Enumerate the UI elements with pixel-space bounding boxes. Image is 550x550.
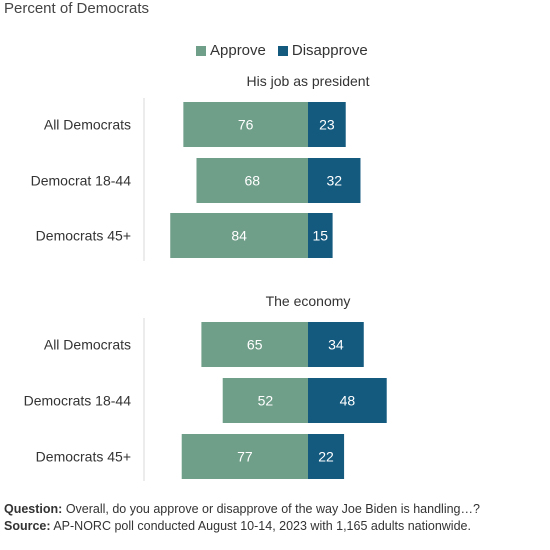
approve-bar <box>181 434 308 479</box>
panel-title: His job as president <box>247 73 370 89</box>
legend-swatch-approve <box>196 45 206 56</box>
source-label: Source: <box>4 519 51 533</box>
chart-footer: Question: Overall, do you approve or dis… <box>4 501 480 535</box>
category-label: All Democrats <box>44 117 131 133</box>
question-text: Overall, do you approve or disapprove of… <box>62 502 480 516</box>
approve-bar <box>196 158 308 203</box>
disapprove-value-label: 34 <box>328 337 344 353</box>
legend-item-disapprove: Disapprove <box>277 42 368 59</box>
approve-bar <box>170 213 308 258</box>
chart-subtitle: Percent of Democrats <box>4 0 150 17</box>
approve-bar <box>222 378 308 423</box>
category-label: Democrats 45+ <box>36 228 131 244</box>
disapprove-value-label: 22 <box>318 449 334 465</box>
category-label: Democrat 18-44 <box>31 173 132 189</box>
disapprove-bar <box>308 434 345 479</box>
diverging-bar-chart: His job as president All Democrats 76 23 Dem… <box>24 73 387 481</box>
disapprove-value-label: 15 <box>313 228 329 244</box>
approve-value-label: 77 <box>237 449 253 465</box>
disapprove-bar <box>308 322 364 367</box>
approve-value-label: 84 <box>231 228 247 244</box>
disapprove-bar <box>308 378 387 423</box>
legend-label-disapprove: Disapprove <box>291 42 368 59</box>
category-label: All Democrats <box>44 337 131 353</box>
source-note: Source: AP-NORC poll conducted August 10… <box>4 518 480 535</box>
approve-bar <box>201 322 308 367</box>
disapprove-bar <box>308 158 361 203</box>
approve-value-label: 68 <box>244 173 260 189</box>
question-note: Question: Overall, do you approve or dis… <box>4 501 480 518</box>
source-text: AP-NORC poll conducted August 10-14, 202… <box>50 519 471 533</box>
approve-value-label: 52 <box>258 393 274 409</box>
panel-title: The economy <box>266 293 351 309</box>
category-label: Democrats 18-44 <box>24 393 132 409</box>
legend-label-approve: Approve <box>210 42 266 59</box>
question-label: Question: <box>4 502 63 516</box>
disapprove-value-label: 23 <box>319 117 335 133</box>
approve-bar <box>183 102 308 147</box>
legend-item-approve: Approve <box>196 42 266 59</box>
disapprove-value-label: 48 <box>340 393 356 409</box>
approve-value-label: 65 <box>247 337 263 353</box>
disapprove-value-label: 32 <box>326 173 342 189</box>
disapprove-bar <box>308 213 333 258</box>
approve-value-label: 76 <box>238 117 254 133</box>
disapprove-bar <box>308 102 346 147</box>
legend-swatch-disapprove <box>277 45 288 56</box>
category-label: Democrats 45+ <box>36 449 131 465</box>
legend: Approve Disapprove <box>196 42 380 59</box>
